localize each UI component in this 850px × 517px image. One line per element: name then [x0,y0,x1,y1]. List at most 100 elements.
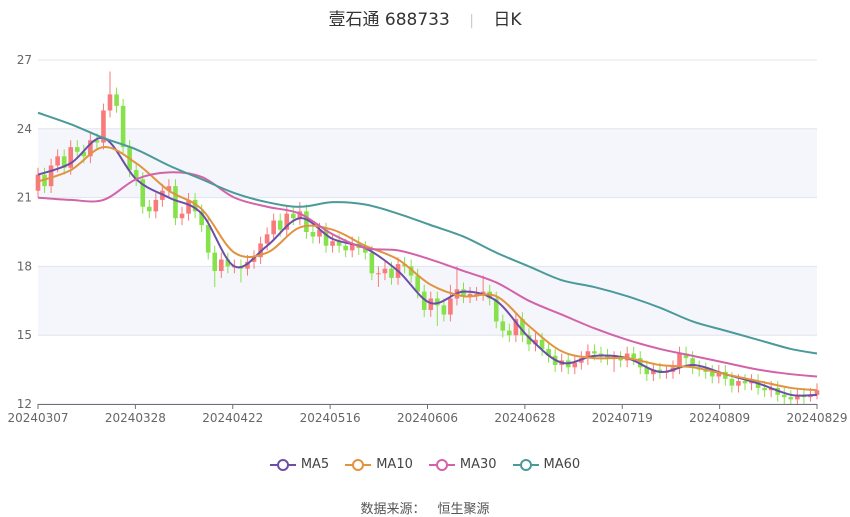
candle-up [330,241,335,246]
x-tick-label: 20240809 [689,411,750,425]
candle-down [526,335,532,345]
candle-up [317,229,322,237]
candle-down [500,321,506,331]
source-value: 恒生聚源 [437,502,490,517]
ma-line-ma5 [37,136,818,397]
candle-down [173,186,178,219]
candle-down [493,298,499,322]
candle-down [140,179,146,207]
grid-band [38,128,817,198]
candle-down [336,241,342,246]
candle-down [618,358,623,361]
candle-down [310,232,316,237]
candle-down [415,275,420,292]
candle-down [742,381,748,384]
candle-down [461,289,466,297]
candle-down [277,220,283,230]
candle-down [729,378,735,386]
candle-down [323,229,329,246]
candle-up [716,371,722,377]
candle-down [408,266,414,276]
candle-up [218,259,224,271]
y-tick-label: 15 [17,328,32,342]
legend-label: MA30 [459,457,497,472]
candle-down [74,147,80,152]
candle-up [88,140,93,157]
candle-down [421,291,427,310]
candle-up [376,273,381,275]
candle-down [61,156,67,168]
legend-item-ma10[interactable]: MA10 [345,457,413,472]
candle-down [520,319,525,336]
candle-down [441,305,447,315]
candle-up [795,394,800,400]
candle-down [435,298,440,306]
stock-name: 壹石通 [328,10,380,30]
candle-up [677,353,682,368]
candle-down [133,170,139,180]
legend-item-ma5[interactable]: MA5 [269,457,330,472]
candle-up [179,213,185,219]
candle-down [781,394,787,398]
candle-down [389,268,394,278]
candle-down [683,353,689,359]
candle-up [467,293,473,297]
source-label: 数据来源： [360,502,426,517]
stock-code: 688733 [384,10,450,30]
legend-label: MA5 [300,457,330,472]
legend-line-circle-icon [269,458,296,471]
candle-down [755,381,761,388]
ma-line-ma60 [37,111,818,355]
data-source: 数据来源： 恒生聚源 [0,498,850,517]
candle-up [284,213,290,230]
candle-up [107,94,113,111]
candle-down [114,94,119,106]
candle-up [736,381,741,386]
candle-down [146,206,152,212]
candle-up [186,199,191,214]
candle-down [723,371,728,379]
candle-up [48,165,54,187]
candle-up [448,298,453,315]
candle-up [264,234,270,244]
candle-down [363,248,368,253]
candle-down [788,397,794,400]
ma-line-ma10 [37,146,818,392]
x-tick-label: 20240719 [592,411,653,425]
x-tick-label: 20240628 [494,411,555,425]
candle-up [572,362,578,368]
candle-up [513,319,519,336]
legend-item-ma60[interactable]: MA60 [512,457,581,472]
candle-down [592,351,597,354]
candle-down [507,330,512,336]
candle-up [624,353,630,361]
candle-down [225,259,231,267]
candle-down [304,211,309,232]
candle-down [605,355,610,359]
candle-down [690,358,695,368]
period-label: 日K [493,10,522,30]
candle-up [651,369,656,375]
candle-down [291,213,296,219]
legend-label: MA60 [543,457,581,472]
x-tick-label: 20240516 [300,411,361,425]
candle-up [382,268,388,274]
candle-up [166,186,172,191]
candle-down [199,211,204,226]
legend-line-circle-icon [512,458,539,471]
candle-up [814,390,820,395]
candle-down [192,199,198,212]
candle-up [585,351,591,359]
x-tick-label: 20240328 [105,411,166,425]
candle-down [94,140,100,143]
x-tick-label: 20240307 [7,411,68,425]
candle-up [428,298,434,310]
candle-up [245,261,250,269]
legend-item-ma30[interactable]: MA30 [428,457,497,472]
candle-up [153,199,159,212]
legend-line-circle-icon [428,458,455,471]
y-tick-label: 12 [17,397,32,411]
candle-up [55,156,60,166]
candle-down [81,151,87,157]
